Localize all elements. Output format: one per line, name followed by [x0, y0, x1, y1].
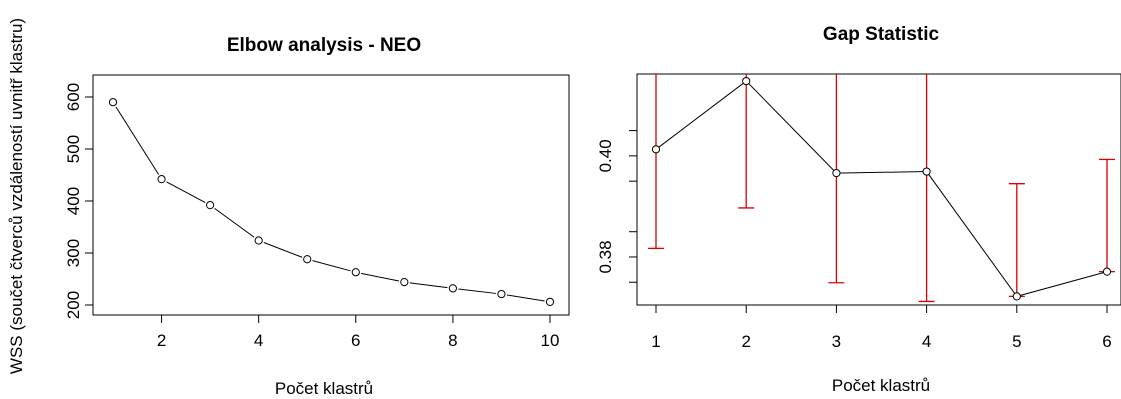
gap-x-axis-label: Počet klastrů	[832, 376, 930, 395]
gap-data-point	[922, 167, 931, 176]
elbow-line-segment	[409, 282, 448, 289]
elbow-x-axis-label: Počet klastrů	[275, 379, 373, 398]
elbow-data-point	[303, 255, 312, 264]
elbow-chart-title: Elbow analysis - NEO	[227, 35, 421, 56]
gap-data-point	[1012, 292, 1021, 301]
elbow-line-segment	[312, 260, 351, 272]
elbow-data-point	[351, 268, 360, 277]
elbow-line-segment	[214, 207, 255, 238]
elbow-line-segment	[166, 181, 206, 204]
elbow-line-segment	[458, 288, 497, 294]
elbow-data-point	[497, 289, 506, 299]
elbow-ticks: 2 4 6 8 10 200 300 400 500 600	[64, 83, 559, 350]
gap-x-tick-label: 1	[651, 332, 660, 351]
gap-data-point	[742, 76, 751, 86]
elbow-line-segment	[263, 242, 303, 258]
gap-data-point	[1102, 267, 1112, 276]
gap-chart: Gap Statistic Počet klastrů 1 2 3 4 5 6 0.38 0.…	[596, 24, 1121, 395]
elbow-line-segment	[506, 294, 545, 302]
elbow-y-tick-label: 500	[64, 135, 83, 163]
gap-points	[651, 76, 1112, 301]
elbow-plot-frame	[92, 74, 570, 316]
elbow-data-point	[448, 284, 457, 293]
gap-x-tick-label: 6	[1102, 332, 1111, 351]
elbow-y-axis-label: WSS (součet čtverců vzdáleností uvnitř k…	[7, 18, 26, 374]
gap-data-point	[832, 168, 841, 178]
elbow-chart: Elbow analysis - NEO Počet klastrů WSS (…	[7, 18, 570, 398]
gap-y-tick-label: 0.38	[596, 240, 615, 273]
elbow-y-tick-label: 600	[64, 83, 83, 111]
elbow-data-point	[545, 297, 555, 306]
gap-x-tick-label: 2	[741, 332, 750, 351]
elbow-line-segment	[115, 106, 160, 175]
elbow-y-tick-label: 400	[64, 187, 83, 215]
gap-y-tick-label: 0.40	[596, 139, 615, 172]
elbow-data-point	[400, 278, 409, 287]
elbow-x-tick-label: 6	[351, 331, 360, 350]
elbow-data-point	[254, 236, 263, 245]
elbow-data-point	[206, 201, 215, 210]
gap-series-line	[655, 80, 1108, 297]
elbow-x-tick-label: 2	[157, 331, 166, 350]
gap-ticks: 1 2 3 4 5 6 0.38 0.40	[596, 105, 1112, 351]
gap-chart-title: Gap Statistic	[823, 24, 940, 45]
elbow-y-tick-label: 200	[64, 291, 83, 319]
gap-x-tick-label: 4	[922, 332, 931, 351]
elbow-data-point	[157, 175, 166, 184]
gap-x-tick-label: 3	[832, 332, 841, 351]
elbow-points	[108, 98, 555, 306]
gap-error-bars	[648, 74, 1115, 303]
elbow-data-point	[108, 98, 118, 107]
gap-x-tick-label: 5	[1012, 332, 1021, 351]
elbow-line-segment	[361, 272, 400, 282]
elbow-x-tick-label: 8	[448, 331, 457, 350]
elbow-y-tick-label: 300	[64, 239, 83, 267]
gap-data-point	[651, 145, 661, 154]
elbow-x-tick-label: 10	[541, 331, 560, 350]
elbow-x-tick-label: 4	[254, 331, 263, 350]
